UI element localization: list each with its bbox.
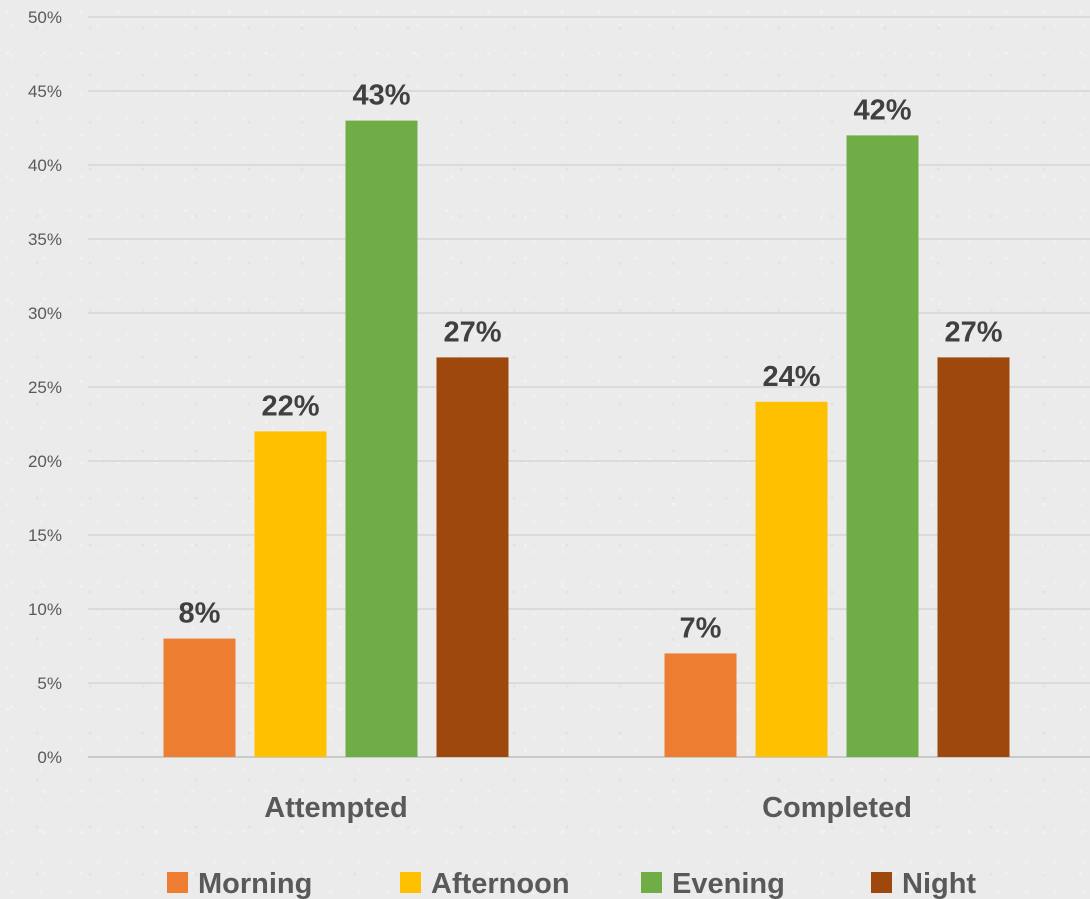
data-label: 43% [352, 80, 410, 112]
y-axis-tick-labels: 0% 5% 10% 15% 20% 25% 30% 35% 40% 45% 50% [28, 8, 62, 767]
bar-evening-completed [846, 135, 919, 757]
bar-night-completed [937, 357, 1010, 757]
data-label: 42% [853, 94, 911, 126]
data-labels: 8% 22% 43% 27% 7% 24% 42% 27% [179, 80, 1003, 645]
y-tick-label: 30% [28, 304, 62, 323]
y-tick-label: 25% [28, 378, 62, 397]
y-tick-label: 0% [37, 748, 62, 767]
legend-label-night: Night [902, 868, 976, 899]
bar-morning-completed [664, 653, 737, 757]
legend: Morning Afternoon Evening Night [167, 868, 976, 899]
bar-afternoon-completed [755, 401, 828, 757]
bar-afternoon-attempted [254, 431, 327, 757]
data-label: 22% [261, 390, 319, 422]
y-tick-label: 40% [28, 156, 62, 175]
y-tick-label: 15% [28, 526, 62, 545]
legend-label-evening: Evening [672, 868, 785, 899]
data-label: 27% [443, 316, 501, 348]
bar-evening-attempted [345, 120, 418, 758]
y-tick-label: 5% [37, 674, 62, 693]
bar-morning-attempted [163, 638, 236, 757]
legend-swatch-night [871, 872, 892, 893]
data-label: 24% [762, 361, 820, 393]
data-label: 8% [179, 598, 221, 630]
category-label: Completed [762, 792, 912, 824]
legend-swatch-morning [167, 872, 188, 893]
x-axis-category-labels: Attempted Completed [264, 792, 912, 824]
bar-night-attempted [436, 357, 509, 757]
y-tick-label: 10% [28, 600, 62, 619]
y-tick-label: 50% [28, 8, 62, 27]
bars [163, 120, 1010, 758]
data-label: 27% [944, 316, 1002, 348]
legend-swatch-afternoon [400, 872, 421, 893]
y-tick-label: 35% [28, 230, 62, 249]
legend-label-morning: Morning [198, 868, 312, 899]
legend-label-afternoon: Afternoon [431, 868, 570, 899]
category-label: Attempted [264, 792, 407, 824]
legend-swatch-evening [641, 872, 662, 893]
y-tick-label: 45% [28, 82, 62, 101]
data-label: 7% [680, 612, 722, 644]
y-tick-label: 20% [28, 452, 62, 471]
